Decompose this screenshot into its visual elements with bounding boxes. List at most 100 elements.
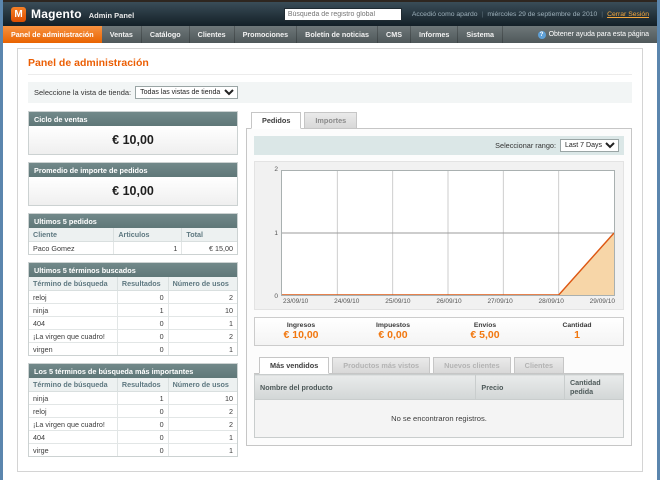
y-tick-label: 2 xyxy=(274,166,278,173)
lifetime-sales-value: € 10,00 xyxy=(29,126,237,154)
column-header: Término de búsqueda xyxy=(29,378,117,392)
logout-link[interactable]: Cerrar Sesión xyxy=(607,11,649,18)
chart-plot-area xyxy=(281,170,615,296)
total-value: € 5,00 xyxy=(439,329,531,341)
column-header: Total xyxy=(182,228,237,242)
tab-pedidos[interactable]: Pedidos xyxy=(251,112,301,129)
table-cell: 10 xyxy=(168,392,237,405)
tab-nuevos-clientes[interactable]: Nuevos clientes xyxy=(433,357,511,374)
lifetime-sales-title: Ciclo de ventas xyxy=(29,112,237,126)
top-search-terms-title: Los 5 términos de búsqueda más important… xyxy=(29,364,237,378)
nav-item-dashboard[interactable]: Panel de administración xyxy=(3,26,102,43)
nav-item-sistema[interactable]: Sistema xyxy=(458,26,503,43)
last-search-terms-box: Ultimos 5 términos buscados Término de b… xyxy=(28,262,238,356)
top-search-terms-box: Los 5 términos de búsqueda más important… xyxy=(28,363,238,457)
nav-item-cms[interactable]: CMS xyxy=(378,26,411,43)
total-label: Envíos xyxy=(439,322,531,329)
table-cell: 10 xyxy=(168,304,237,317)
range-select[interactable]: Last 7 Days xyxy=(560,139,619,152)
top-header: M Magento Admin Panel Accedió como apard… xyxy=(3,0,657,26)
column-header: Resultados xyxy=(117,378,168,392)
logo-title: Magento xyxy=(31,7,82,21)
dashboard-panel: Pedidos Importes Seleccionar rango: Last… xyxy=(246,111,632,464)
table-row: virgen01 xyxy=(29,343,237,356)
current-date-text: miércoles 29 de septiembre de 2010 xyxy=(487,11,597,18)
help-link[interactable]: ? Obtener ayuda para esta página xyxy=(530,26,657,43)
table-cell: virge xyxy=(29,444,117,457)
table-row: 40401 xyxy=(29,431,237,444)
tab-productos-mas-vistos[interactable]: Productos más vistos xyxy=(332,357,430,374)
tab-clientes[interactable]: Clientes xyxy=(514,357,564,374)
table-cell: € 15,00 xyxy=(182,242,237,255)
totals-bar: Ingresos € 10,00 Impuestos € 0,00 Envíos… xyxy=(254,317,624,346)
logo-subtitle: Admin Panel xyxy=(89,11,134,20)
main-navigation: Panel de administración Ventas Catálogo … xyxy=(3,26,657,43)
x-tick-label: 23/09/10 xyxy=(283,298,308,305)
table-cell: 2 xyxy=(168,418,237,431)
nav-item-informes[interactable]: Informes xyxy=(411,26,458,43)
x-tick-label: 24/09/10 xyxy=(334,298,359,305)
tab-mas-vendidos[interactable]: Más vendidos xyxy=(259,357,329,374)
average-orders-box: Promedio de importe de pedidos € 10,00 xyxy=(28,162,238,206)
table-cell: 2 xyxy=(168,405,237,418)
nav-item-ventas[interactable]: Ventas xyxy=(102,26,142,43)
column-header: Nombre del producto xyxy=(255,375,476,400)
nav-item-clientes[interactable]: Clientes xyxy=(190,26,235,43)
x-tick-label: 28/09/10 xyxy=(539,298,564,305)
column-header: Articulos xyxy=(114,228,182,242)
table-cell: 1 xyxy=(117,304,168,317)
table-cell: 404 xyxy=(29,431,117,444)
separator: | xyxy=(482,11,484,18)
average-orders-title: Promedio de importe de pedidos xyxy=(29,163,237,177)
total-value: 1 xyxy=(531,329,623,341)
table-cell: 0 xyxy=(117,343,168,356)
table-cell: 2 xyxy=(168,291,237,304)
total-label: Impuestos xyxy=(347,322,439,329)
table-cell: 1 xyxy=(114,242,182,255)
column-header: Precio xyxy=(476,375,565,400)
last-orders-box: Ultimos 5 pedidos ClienteArticulosTotal … xyxy=(28,213,238,255)
table-cell: 1 xyxy=(117,392,168,405)
table-cell: virgen xyxy=(29,343,117,356)
nav-item-promociones[interactable]: Promociones xyxy=(235,26,298,43)
nav-item-boletin[interactable]: Boletín de noticias xyxy=(297,26,378,43)
table-row: ¡La virgen que cuadro!02 xyxy=(29,418,237,431)
store-view-select[interactable]: Todas las vistas de tienda xyxy=(135,86,238,99)
last-orders-title: Ultimos 5 pedidos xyxy=(29,214,237,228)
table-cell: 1 xyxy=(168,317,237,330)
orders-chart: 210 23/09/1024/09/1025/09/1026/09/1027/0… xyxy=(254,161,624,310)
y-tick-label: 1 xyxy=(274,230,278,237)
table-cell: 0 xyxy=(117,317,168,330)
total-envios: Envíos € 5,00 xyxy=(439,322,531,341)
magento-logo: M Magento Admin Panel xyxy=(11,7,284,22)
total-label: Ingresos xyxy=(255,322,347,329)
table-row: 40401 xyxy=(29,317,237,330)
total-value: € 0,00 xyxy=(347,329,439,341)
table-cell: 404 xyxy=(29,317,117,330)
empty-row: No se encontraron registros. xyxy=(255,400,624,438)
chart-x-axis: 23/09/10 24/09/10 25/09/10 26/09/10 27/09/10… xyxy=(283,298,615,305)
table-cell: 0 xyxy=(117,330,168,343)
last-orders-table: ClienteArticulosTotal Paco Gomez1€ 15,00 xyxy=(29,228,237,254)
table-row: ¡La virgen que cuadro!02 xyxy=(29,330,237,343)
nav-item-catalogo[interactable]: Catálogo xyxy=(142,26,190,43)
separator: | xyxy=(601,11,603,18)
average-orders-value: € 10,00 xyxy=(29,177,237,205)
chart-panel-body: Seleccionar rango: Last 7 Days 210 23/09… xyxy=(246,129,632,446)
x-tick-label: 25/09/10 xyxy=(385,298,410,305)
tab-importes[interactable]: Importes xyxy=(304,112,357,129)
top-search-terms-table: Término de búsquedaResultadosNúmero de u… xyxy=(29,378,237,456)
help-icon: ? xyxy=(538,31,546,39)
total-cantidad: Cantidad 1 xyxy=(531,322,623,341)
table-cell: 0 xyxy=(117,431,168,444)
store-view-bar: Seleccione la vista de tienda: Todas las… xyxy=(28,82,632,103)
x-tick-label: 26/09/10 xyxy=(436,298,461,305)
chart-tabs: Pedidos Importes xyxy=(246,111,632,129)
magento-logo-icon: M xyxy=(11,7,26,22)
store-view-label: Seleccione la vista de tienda: xyxy=(34,88,131,97)
x-tick-label: 27/09/10 xyxy=(487,298,512,305)
total-impuestos: Impuestos € 0,00 xyxy=(347,322,439,341)
lifetime-sales-box: Ciclo de ventas € 10,00 xyxy=(28,111,238,155)
global-search-input[interactable] xyxy=(284,8,402,21)
x-tick-label: 29/09/10 xyxy=(590,298,615,305)
